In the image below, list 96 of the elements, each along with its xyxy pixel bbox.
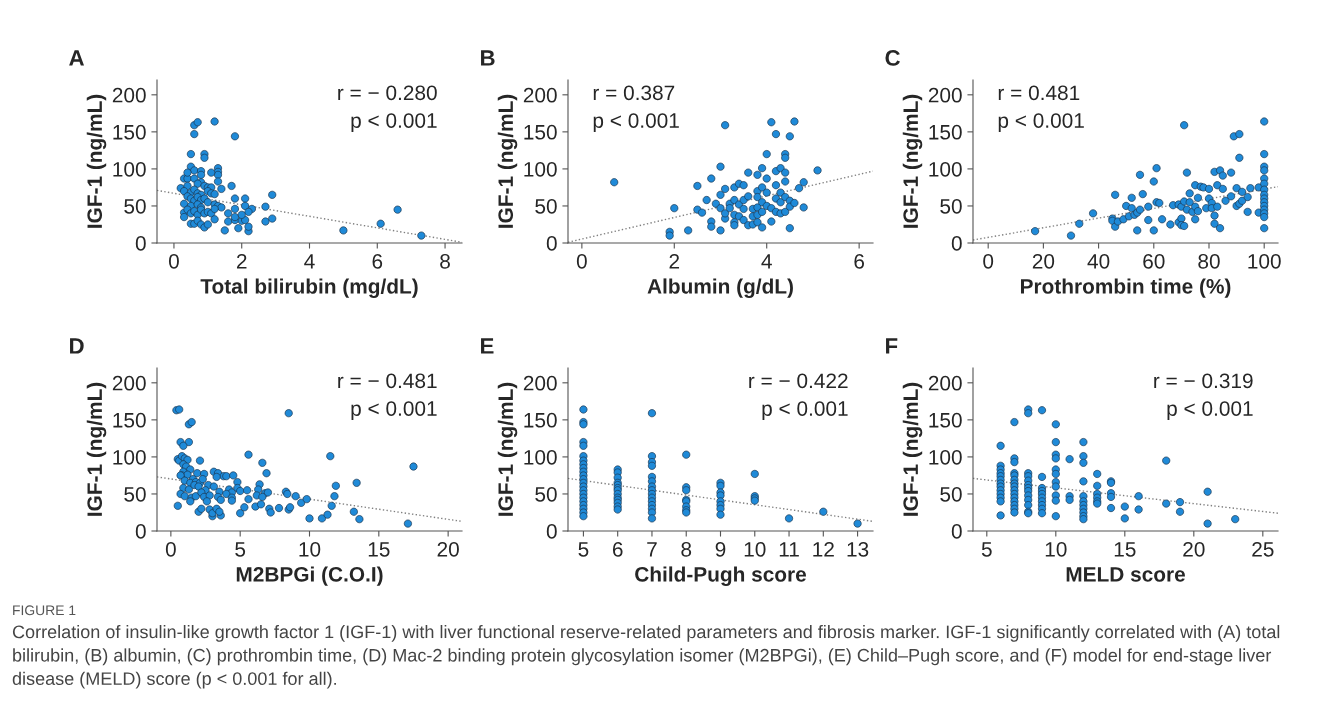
y-tick-label: 50 — [535, 486, 557, 502]
x-tick-label: 20 — [437, 541, 459, 557]
x-tick-label: 10 — [299, 541, 321, 557]
x-tick-label: 8 — [440, 253, 450, 269]
y-tick-label: 0 — [951, 524, 962, 539]
x-tick-label: 0 — [168, 253, 179, 269]
annotation: r = 0.481 — [998, 85, 1080, 101]
annotation: r = − 0.481 — [338, 373, 437, 389]
annotation: p < 0.001 — [593, 113, 679, 133]
y-axis-title: IGF-1 (ng/mL) — [86, 94, 107, 228]
chart-title: B — [481, 50, 495, 66]
x-tick-label: 12 — [813, 541, 834, 557]
y-tick-label: 100 — [524, 161, 557, 177]
x-axis-title: Albumin (g/dL) — [647, 278, 793, 298]
y-tick-label: 150 — [524, 412, 557, 428]
x-tick-label: 2 — [669, 253, 680, 269]
x-tick-label: 40 — [1087, 253, 1110, 269]
y-tick-label: 50 — [124, 486, 146, 502]
y-axis-title: IGF-1 (ng/mL) — [86, 382, 107, 516]
x-tick-label: 0 — [165, 541, 176, 557]
x-axis-title: MELD score — [1066, 567, 1185, 582]
y-tick-label: 200 — [112, 87, 146, 103]
x-tick-label: 4 — [304, 254, 315, 269]
x-tick-label: 80 — [1198, 253, 1220, 269]
x-tick-label: 2 — [236, 253, 247, 269]
y-tick-label: 100 — [929, 449, 962, 465]
annotation: p < 0.001 — [351, 113, 437, 133]
x-tick-label: 100 — [1248, 253, 1281, 269]
x-axis-title: M2BPGi (C.O.I) — [236, 566, 383, 586]
chart-title: A — [69, 50, 85, 66]
y-tick-label: 50 — [940, 198, 962, 214]
y-tick-label: 0 — [951, 236, 962, 251]
annotation: r = 0.387 — [593, 85, 675, 101]
y-tick-label: 200 — [928, 375, 962, 391]
x-tick-label: 7 — [647, 542, 657, 557]
chart-title: D — [70, 338, 84, 354]
x-tick-label: 13 — [847, 541, 869, 557]
chart-title: E — [481, 338, 494, 354]
y-tick-label: 50 — [940, 486, 962, 502]
x-tick-label: 25 — [1252, 541, 1274, 557]
x-tick-label: 6 — [372, 253, 383, 269]
y-axis-title: IGF-1 (ng/mL) — [902, 94, 923, 228]
annotation: p < 0.001 — [351, 401, 437, 421]
x-tick-label: 10 — [744, 541, 766, 557]
chart-title: C — [885, 50, 900, 66]
y-tick-label: 200 — [112, 375, 146, 391]
x-axis-title: Prothrombin time (%) — [1020, 278, 1231, 298]
y-tick-label: 0 — [546, 236, 557, 251]
x-tick-label: 5 — [981, 542, 992, 557]
x-tick-label: 60 — [1143, 253, 1165, 269]
x-tick-label: 5 — [578, 542, 589, 557]
y-axis-title: IGF-1 (ng/mL) — [497, 94, 518, 228]
y-tick-label: 200 — [523, 375, 557, 391]
x-tick-label: 20 — [1032, 253, 1055, 269]
x-tick-label: 15 — [1114, 542, 1136, 557]
annotation: r = − 0.319 — [1154, 373, 1253, 389]
x-tick-label: 6 — [854, 253, 865, 269]
y-tick-label: 150 — [113, 412, 146, 428]
x-tick-label: 8 — [681, 541, 692, 557]
x-axis-title: Child-Pugh score — [635, 566, 807, 586]
caption: FIGURE 1 — [13, 605, 76, 616]
x-tick-label: 11 — [779, 542, 799, 557]
y-tick-label: 200 — [928, 87, 962, 103]
y-tick-label: 150 — [524, 124, 557, 140]
y-tick-label: 100 — [524, 449, 557, 465]
annotation: r = − 0.422 — [749, 373, 848, 389]
y-axis-title: IGF-1 (ng/mL) — [902, 382, 923, 516]
y-tick-label: 0 — [135, 524, 146, 539]
text: Correlation of insulin-like growth factor 1 (IGF-1) with liver functional reserve-related parameters and fibrosis marker. IGF-1 significantly correlated with (A) total bilirubin, (B) albumin, (C) prothrombin time, (D) Mac-2 binding protein glycosylation isomer (M2BPGi), (E) Child–Pugh score, and (F) model for end-stage liver disease (MELD) score (p < 0.001 for all). — [12, 625, 1280, 689]
y-tick-label: 0 — [546, 524, 557, 539]
y-tick-label: 0 — [135, 236, 146, 251]
y-tick-label: 200 — [523, 87, 557, 103]
x-tick-label: 15 — [368, 542, 390, 557]
x-tick-label: 10 — [1045, 541, 1067, 557]
x-tick-label: 5 — [235, 542, 246, 557]
y-tick-label: 100 — [113, 161, 146, 177]
x-tick-label: 0 — [576, 253, 587, 269]
y-tick-label: 100 — [929, 161, 962, 177]
y-tick-label: 150 — [113, 124, 146, 140]
annotation: p < 0.001 — [762, 401, 848, 421]
annotation: r = − 0.280 — [338, 85, 437, 101]
y-tick-label: 150 — [929, 124, 962, 140]
annotation: p < 0.001 — [998, 113, 1084, 133]
x-tick-label: 9 — [715, 541, 726, 557]
chart-title: F — [886, 338, 898, 354]
x-tick-label: 0 — [983, 253, 994, 269]
y-tick-label: 50 — [124, 198, 146, 214]
y-tick-label: 150 — [929, 412, 962, 428]
x-axis-title: Total bilirubin (mg/dL) — [200, 278, 418, 298]
annotation: p < 0.001 — [1167, 401, 1253, 421]
y-axis-title: IGF-1 (ng/mL) — [497, 382, 518, 516]
x-tick-label: 20 — [1183, 541, 1205, 557]
x-tick-label: 4 — [761, 254, 772, 269]
y-tick-label: 100 — [113, 449, 146, 465]
y-tick-label: 50 — [535, 198, 557, 214]
x-tick-label: 6 — [612, 541, 623, 557]
